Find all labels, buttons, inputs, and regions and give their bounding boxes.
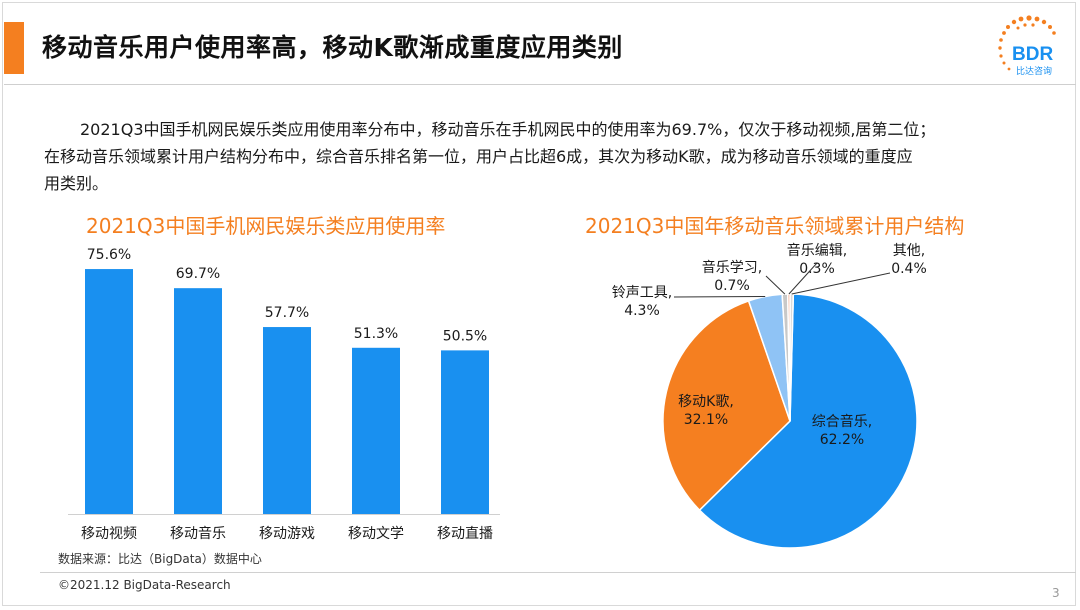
bar-0 bbox=[85, 269, 133, 514]
logo-letters: BDR bbox=[1012, 44, 1053, 65]
pie-slice-percent: 32.1% bbox=[684, 412, 728, 428]
pie-slice-percent: 0.3% bbox=[799, 261, 835, 277]
bar-value-label: 57.7% bbox=[265, 305, 309, 321]
leader-line bbox=[791, 272, 891, 295]
bar-1 bbox=[174, 288, 222, 514]
pie-slice-percent: 0.4% bbox=[891, 261, 927, 277]
usage-rate-bar-chart: 75.6% 移动视频 69.7% 移动音乐 57.7% 移动游戏 51.3% 移动文学 50.5… bbox=[68, 247, 500, 542]
pie-slice-label: 音乐编辑, bbox=[787, 242, 847, 259]
pie-chart-title: 2021Q3中国年移动音乐领域累计用户结构 bbox=[585, 214, 965, 238]
leader-line bbox=[673, 296, 766, 298]
category-label: 移动视频 bbox=[81, 526, 137, 542]
logo-subtitle: 比达咨询 bbox=[1016, 65, 1052, 77]
copyright-text: ©2021.12 BigData-Research bbox=[58, 578, 231, 592]
bar-3 bbox=[352, 347, 400, 514]
title-divider bbox=[4, 84, 1076, 85]
bar-chart-title: 2021Q3中国手机网民娱乐类应用使用率 bbox=[86, 214, 446, 238]
page-number: 3 bbox=[1052, 586, 1060, 600]
category-label: 移动直播 bbox=[437, 525, 493, 542]
leader-line bbox=[765, 275, 786, 295]
pie-slice-0 bbox=[698, 293, 918, 549]
category-label: 移动游戏 bbox=[259, 526, 315, 542]
pie-slice-label: 移动K歌, bbox=[678, 394, 734, 410]
bar-value-label: 75.6% bbox=[87, 247, 131, 263]
data-source-note: 数据来源：比达（BigData）数据中心 bbox=[58, 552, 262, 566]
pie-slice-percent: 62.2% bbox=[820, 432, 864, 448]
bar-value-label: 51.3% bbox=[354, 326, 398, 342]
pie-slice-percent: 0.7% bbox=[714, 278, 750, 294]
bar-value-label: 50.5% bbox=[443, 328, 487, 344]
pie-slice-percent: 4.3% bbox=[624, 303, 660, 319]
pie-slice-label: 铃声工具, bbox=[612, 285, 672, 301]
intro-line-3: 用类别。 bbox=[44, 174, 109, 193]
bar-2 bbox=[263, 327, 311, 514]
intro-line-2: 在移动音乐领域累计用户结构分布中，综合音乐排名第一位，用户占比超6成，其次为移动… bbox=[44, 147, 913, 166]
pie-slice-label: 音乐学习, bbox=[702, 259, 762, 276]
bar-value-label: 69.7% bbox=[176, 266, 220, 282]
user-structure-pie-chart: 综合音乐, 62.2% 移动K歌, 32.1% 铃声工具, 4.3% 音乐学习, 0.7% 音乐… bbox=[612, 242, 927, 549]
pie-slice-label: 综合音乐, bbox=[812, 413, 872, 430]
footer-divider bbox=[40, 572, 1076, 573]
bar-4 bbox=[441, 350, 489, 514]
intro-paragraph: 2021Q3中国手机网民娱乐类应用使用率分布中，移动音乐在手机网民中的使用率为6… bbox=[44, 116, 1044, 197]
title-accent-bar bbox=[4, 22, 24, 74]
bdr-logo: BDR 比达咨询 bbox=[998, 15, 1056, 77]
leader-line bbox=[788, 262, 818, 295]
intro-line-1: 2021Q3中国手机网民娱乐类应用使用率分布中，移动音乐在手机网民中的使用率为6… bbox=[80, 120, 936, 139]
category-label: 移动音乐 bbox=[170, 525, 226, 542]
slide-title: 移动音乐用户使用率高，移动K歌渐成重度应用类别 bbox=[42, 33, 623, 62]
category-label: 移动文学 bbox=[348, 526, 404, 542]
pie-slice-1 bbox=[662, 299, 791, 512]
logo-dot-ring bbox=[998, 15, 1056, 71]
pie-slice-label: 其他, bbox=[893, 243, 925, 259]
